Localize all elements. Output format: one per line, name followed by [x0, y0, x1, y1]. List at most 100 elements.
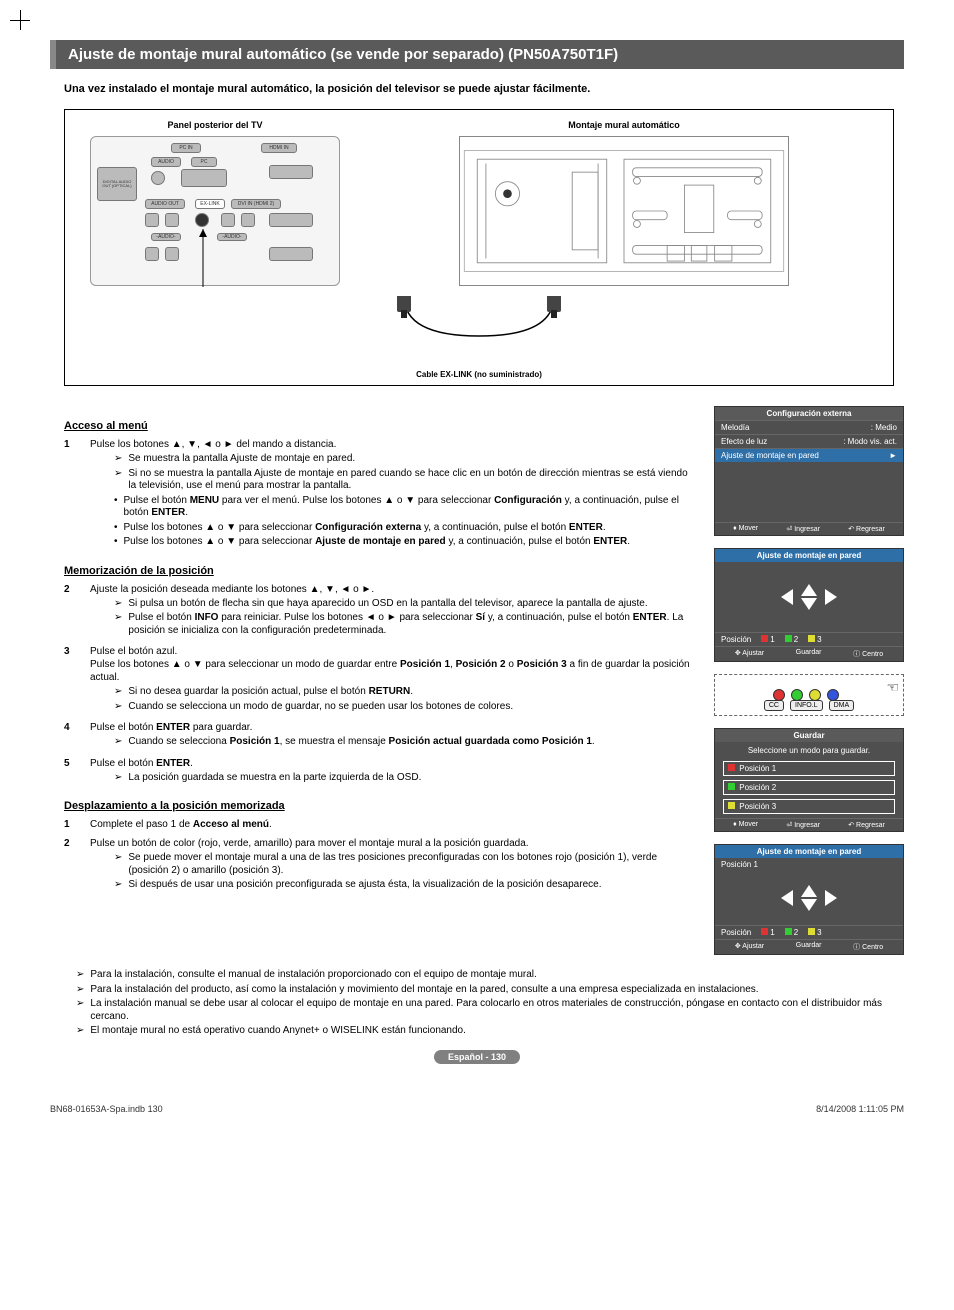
- step-m3s2: Cuando se selecciona un modo de guardar,…: [90, 701, 698, 714]
- osd-pos3: 3: [808, 635, 821, 644]
- arrow-to-exlink-icon: [197, 229, 209, 287]
- osd-adjust-panel-2: Ajuste de montaje en pared Posición 1 Po…: [714, 844, 904, 955]
- hdmi-port2-icon: [269, 213, 313, 227]
- step-a1s2: Si no se muestra la pantalla Ajuste de m…: [90, 468, 698, 493]
- diagram-right-label: Montaje mural automático: [365, 120, 883, 130]
- osd-g-foot-ingresar: ⏎ Ingresar: [786, 821, 820, 829]
- arrow-up-icon-2: [801, 885, 817, 897]
- port-audio-l: -AUDIO-: [151, 233, 181, 241]
- osd-foot-ajustar: ✥ Ajustar: [735, 649, 764, 659]
- section-acceso-heading: Acceso al menú: [64, 420, 698, 432]
- remote-cc-btn: CC: [764, 700, 784, 711]
- step-d2: Pulse un botón de color (rojo, verde, am…: [90, 838, 529, 849]
- osd2-pos2: 2: [785, 928, 798, 937]
- instructions-column: Acceso al menú 1 Pulse los botones ▲, ▼,…: [64, 406, 698, 967]
- section-desplaz-heading: Desplazamiento a la posición memorizada: [64, 800, 698, 812]
- osd-posicion-label: Posición: [721, 635, 751, 644]
- vga-port-icon: [181, 169, 227, 187]
- osd-guard-pos2: Posición 2: [723, 780, 895, 795]
- port-label-audio: AUDIO: [151, 157, 181, 167]
- port-label-hdmi: HDMI IN: [261, 143, 297, 153]
- footer-right: 8/14/2008 1:11:05 PM: [816, 1104, 904, 1114]
- arrow-left-icon: [781, 589, 793, 605]
- osd-guard-pos3: Posición 3: [723, 799, 895, 814]
- step-a1b1: Pulse el botón MENU para ver el menú. Pu…: [90, 495, 698, 520]
- osd-foot-centro: ⓘ Centro: [853, 649, 883, 659]
- step-m4s1: Cuando se selecciona Posición 1, se mues…: [90, 736, 698, 749]
- osd-g-foot-regresar: ↶ Regresar: [848, 821, 885, 829]
- osd-foot-ingresar: ⏎ Ingresar: [786, 525, 820, 533]
- osd-modo: : Modo vis. act.: [843, 437, 897, 446]
- osd-g-foot-mover: ♦ Mover: [733, 821, 758, 829]
- arrow-down-icon-2: [801, 899, 817, 911]
- page-number-pill: Español - 130: [434, 1050, 520, 1064]
- step-m3l1: Pulse el botón azul.: [90, 646, 177, 657]
- osd-foot-mover: ♦ Mover: [733, 525, 758, 533]
- osd-melodia: Melodía: [721, 423, 871, 432]
- osd-column: Configuración externa Melodía: Medio Efe…: [714, 406, 904, 967]
- step-d1: Complete el paso 1 de Acceso al menú.: [90, 819, 272, 830]
- osd-config-externa: Configuración externa Melodía: Medio Efe…: [714, 406, 904, 536]
- step-d2s2: Si después de usar una posición preconfi…: [90, 879, 698, 892]
- arrow-right-icon: [825, 589, 837, 605]
- arrow-up-icon: [801, 584, 817, 596]
- diagram-left-label: Panel posterior del TV: [75, 120, 355, 130]
- crop-mark: [10, 10, 30, 30]
- diagram-container: Panel posterior del TV DIGITAL AUDIO OUT…: [64, 109, 894, 386]
- osd-medio: : Medio: [871, 423, 897, 432]
- note4: El montaje mural no está operativo cuand…: [64, 1025, 904, 1038]
- step-m4: Pulse el botón ENTER para guardar.: [90, 722, 252, 733]
- jack2-icon: [145, 213, 159, 227]
- osd-guardar-panel: Guardar Seleccione un modo para guardar.…: [714, 728, 904, 832]
- step-a1s1: Se muestra la pantalla Ajuste de montaje…: [90, 453, 698, 466]
- port-label-dvi: DVI IN (HDMI 2): [231, 199, 281, 209]
- remote-buttons-illustration: ☜ CC INFO.L DMA: [714, 674, 904, 716]
- jack3-icon: [165, 213, 179, 227]
- step-d2s1: Se puede mover el montaje mural a una de…: [90, 852, 698, 877]
- osd2-foot-centro: ⓘ Centro: [853, 942, 883, 952]
- jack4-icon: [221, 213, 235, 227]
- osd-ext-title: Configuración externa: [715, 407, 903, 420]
- step-m3s1: Si no desea guardar la posición actual, …: [90, 686, 698, 699]
- wall-mount-illustration: [459, 136, 789, 286]
- arrow-left-icon-2: [781, 890, 793, 906]
- note1: Para la instalación, consulte el manual …: [64, 969, 904, 982]
- step-m2s1: Si pulsa un botón de flecha sin que haya…: [90, 598, 698, 611]
- osd2-posicion-label: Posición: [721, 928, 751, 937]
- jack6-icon: [145, 247, 159, 261]
- footer-left: BN68-01653A-Spa.indb 130: [50, 1104, 163, 1114]
- port-label-pc: PC: [191, 157, 217, 167]
- hdmi-port-icon: [269, 165, 313, 179]
- step-m5s1: La posición guardada se muestra en la pa…: [90, 772, 698, 785]
- port-label-exlink: EX-LINK: [195, 199, 225, 209]
- hand-pointer-icon: ☜: [886, 679, 899, 696]
- page-title: Ajuste de montaje mural automático (se v…: [50, 40, 904, 69]
- exlink-cable-icon: [379, 296, 579, 366]
- step-a1b2: Pulse los botones ▲ o ▼ para seleccionar…: [90, 522, 698, 535]
- port-label-audioout: AUDIO OUT: [145, 199, 185, 209]
- osd-guard-pos1: Posición 1: [723, 761, 895, 776]
- osd-guardar-title: Guardar: [715, 729, 903, 742]
- arrow-down-icon: [801, 598, 817, 610]
- note3: La instalación manual se debe usar al co…: [64, 998, 904, 1023]
- step-a1: Pulse los botones ▲, ▼, ◄ o ► del mando …: [90, 439, 336, 450]
- osd-adjust-panel-1: Ajuste de montaje en pared Posición 1 2 …: [714, 548, 904, 662]
- osd-efecto: Efecto de luz: [721, 437, 843, 446]
- jack5-icon: [241, 213, 255, 227]
- step-a1b3: Pulse los botones ▲ o ▼ para seleccionar…: [90, 536, 698, 549]
- step-m3l2: Pulse los botones ▲ o ▼ para seleccionar…: [90, 659, 690, 683]
- hdmi-port3-icon: [269, 247, 313, 261]
- osd-pos1-label: Posición 1: [715, 858, 903, 871]
- remote-dma-btn: DMA: [829, 700, 855, 711]
- step-m2: Ajuste la posición deseada mediante los …: [90, 584, 374, 595]
- port-label-pcin: PC IN: [171, 143, 201, 153]
- osd2-foot-guardar: Guardar: [796, 942, 822, 952]
- arrow-right-icon-2: [825, 890, 837, 906]
- intro-text: Una vez instalado el montaje mural autom…: [64, 83, 904, 95]
- osd-foot-regresar: ↶ Regresar: [848, 525, 885, 533]
- remote-info-btn: INFO.L: [790, 700, 823, 711]
- note2: Para la instalación del producto, así co…: [64, 984, 904, 997]
- section-memoriz-heading: Memorización de la posición: [64, 565, 698, 577]
- exlink-jack-icon: [195, 213, 209, 227]
- osd2-foot-ajustar: ✥ Ajustar: [735, 942, 764, 952]
